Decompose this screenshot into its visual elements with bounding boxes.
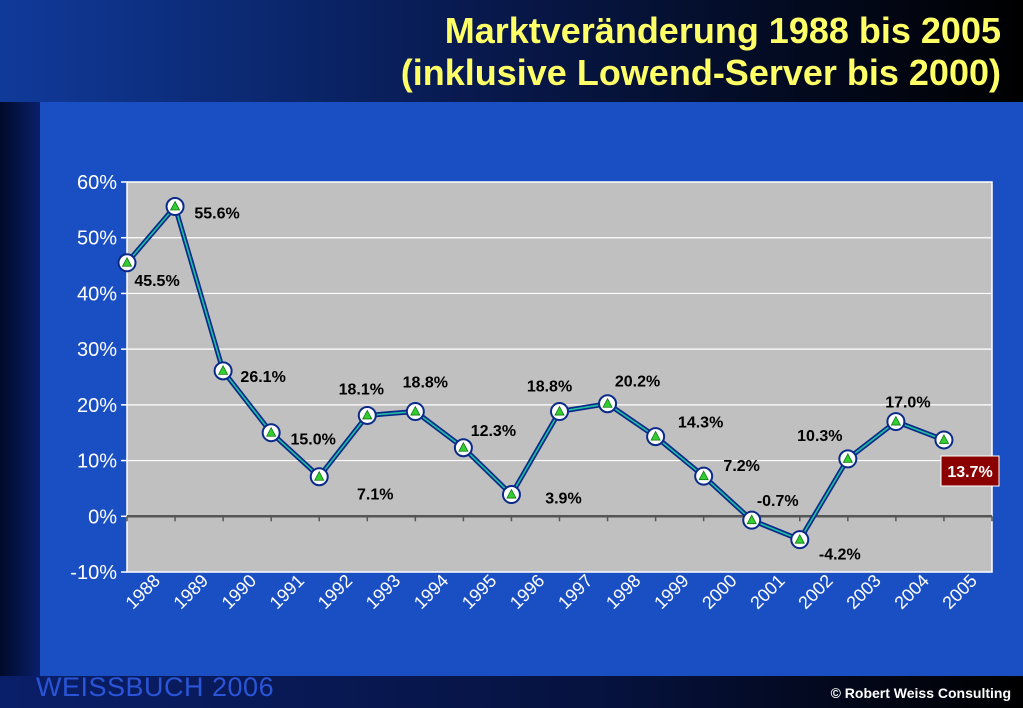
y-tick-label: 0% xyxy=(88,506,117,528)
x-tick-label: 2001 xyxy=(746,571,788,613)
x-tick-label: 1999 xyxy=(650,571,692,613)
data-point-marker xyxy=(169,200,181,211)
left-edge xyxy=(0,102,40,708)
data-point-marker xyxy=(698,470,709,481)
data-label: 14.3% xyxy=(678,415,723,432)
data-point-marker xyxy=(938,434,950,444)
data-point-marker xyxy=(554,405,565,416)
x-tick-label: 1996 xyxy=(506,571,548,613)
highlight-label-box xyxy=(940,455,1000,487)
data-point-marker xyxy=(794,533,805,544)
copyright-label: © Robert Weiss Consulting xyxy=(830,685,1011,701)
data-point-marker xyxy=(842,453,853,463)
data-point-marker xyxy=(266,426,277,437)
data-point-marker xyxy=(650,430,661,441)
title-bar xyxy=(0,0,1023,102)
data-label: 20.2% xyxy=(615,374,660,391)
data-label: 18.8% xyxy=(403,375,448,392)
y-tick-label: 10% xyxy=(77,451,117,473)
x-tick-label: 1992 xyxy=(314,571,356,613)
slide-title: Marktveränderung 1988 bis 2005 (inklusiv… xyxy=(401,10,1001,94)
data-label: 10.3% xyxy=(797,428,842,445)
data-label: 18.8% xyxy=(527,379,572,396)
x-tick-label: 2002 xyxy=(794,571,836,613)
plot-area xyxy=(126,181,993,573)
x-tick-label: 1993 xyxy=(362,571,404,613)
x-tick-label: 2004 xyxy=(890,571,932,613)
data-label: 12.3% xyxy=(471,423,516,440)
data-point-marker xyxy=(746,514,757,525)
x-tick-label: 1995 xyxy=(458,571,500,613)
title-line-2: (inklusive Lowend-Server bis 2000) xyxy=(400,52,1001,93)
x-tick-label: 1997 xyxy=(554,571,596,613)
data-point-marker xyxy=(506,488,517,499)
y-tick-label: 20% xyxy=(77,395,117,417)
x-tick-label: 2005 xyxy=(938,571,980,613)
x-tick-label: 1990 xyxy=(218,571,260,613)
x-tick-label: 2003 xyxy=(842,571,884,613)
data-label: 7.2% xyxy=(723,458,759,475)
data-label: 17.0% xyxy=(885,395,930,412)
data-label: 55.6% xyxy=(194,206,239,223)
footer-bar xyxy=(0,676,1023,708)
data-point-marker xyxy=(410,405,421,416)
data-label: 26.1% xyxy=(240,369,285,386)
series-line-highlight xyxy=(126,205,945,541)
y-tick-label: 50% xyxy=(77,228,117,250)
y-tick-label: 30% xyxy=(77,339,117,361)
y-tick-label: 60% xyxy=(77,172,117,194)
data-label: 18.1% xyxy=(339,381,384,398)
data-point-marker xyxy=(217,365,229,375)
data-point-marker xyxy=(890,415,902,426)
data-point-marker xyxy=(314,470,325,481)
x-tick-label: 1988 xyxy=(122,571,164,613)
x-tick-label: 1991 xyxy=(266,571,308,613)
y-tick-label: 40% xyxy=(77,283,117,305)
data-label: -4.2% xyxy=(819,547,861,564)
title-line-1: Marktveränderung 1988 bis 2005 xyxy=(444,10,1001,51)
x-tick-label: 1989 xyxy=(170,571,212,613)
data-label: -0.7% xyxy=(757,493,799,510)
data-point-marker xyxy=(458,441,469,452)
data-point-marker xyxy=(362,409,373,420)
data-label: 15.0% xyxy=(290,432,335,449)
brand-label: WEISSBUCH 2006 xyxy=(36,672,275,702)
data-label: 3.9% xyxy=(545,491,581,508)
x-tick-label: 1998 xyxy=(602,571,644,613)
y-tick-label: -10% xyxy=(70,562,117,584)
data-label: 7.1% xyxy=(357,487,393,504)
x-tick-label: 2000 xyxy=(698,571,740,613)
data-label-highlight: 13.7% xyxy=(947,464,992,481)
x-tick-label: 1994 xyxy=(410,571,452,613)
data-point-marker xyxy=(121,256,133,267)
data-label: 45.5% xyxy=(134,273,179,290)
data-point-marker xyxy=(602,397,613,408)
